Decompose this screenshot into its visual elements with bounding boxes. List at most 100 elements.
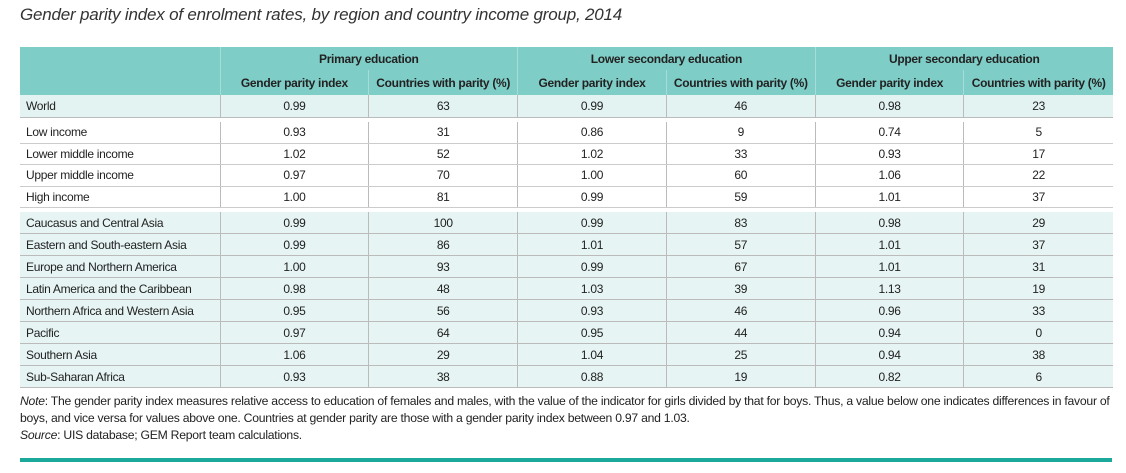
source-paragraph: Source: UIS database; GEM Report team ca… [20,427,1110,444]
gender-parity-index-cell: 1.13 [815,277,965,300]
group-header-lower-secondary: Lower secondary education [517,47,816,70]
countries-with-parity-cell: 46 [666,299,816,322]
countries-with-parity-cell: 67 [666,255,816,278]
column-header: Gender parity index [815,70,965,95]
corner-cell [20,47,221,70]
corner-cell [20,70,221,95]
row-label: Pacific [20,321,221,344]
note-paragraph: Note: The gender parity index measures r… [20,393,1110,427]
countries-with-parity-cell: 60 [666,164,816,187]
gender-parity-index-cell: 1.00 [220,255,370,278]
region-row: Northern Africa and Western Asia 0.95 56 0.… [20,299,1113,322]
source-label: Source [20,428,58,442]
row-spacer [20,117,1113,122]
gender-parity-index-cell: 0.98 [815,212,965,234]
row-label: Latin America and the Caribbean [20,277,221,300]
row-label: World [20,95,221,118]
gender-parity-index-cell: 0.98 [220,277,370,300]
column-header: Countries with parity (%) [963,70,1113,95]
gender-parity-index-cell: 0.99 [220,233,370,256]
gender-parity-index-cell: 1.06 [815,164,965,187]
countries-with-parity-cell: 6 [963,365,1113,388]
row-label: Sub-Saharan Africa [20,365,221,388]
region-row: Sub-Saharan Africa 0.93 38 0.88 19 0.82 6 [20,365,1113,388]
row-label: Caucasus and Central Asia [20,212,221,234]
spacer-cell [20,117,1113,122]
gender-parity-index-cell: 0.93 [517,299,667,322]
row-label: Lower middle income [20,143,221,165]
countries-with-parity-cell: 52 [368,143,519,165]
gender-parity-index-cell: 0.97 [220,321,370,344]
gender-parity-index-cell: 0.95 [517,321,667,344]
gender-parity-index-cell: 1.01 [517,233,667,256]
countries-with-parity-cell: 38 [368,365,519,388]
region-row: Europe and Northern America 1.00 93 0.99 67 1… [20,255,1113,278]
gender-parity-index-cell: 0.99 [517,186,667,208]
region-row: Southern Asia 1.06 29 1.04 25 0.94 38 [20,343,1113,366]
gender-parity-index-cell: 1.03 [517,277,667,300]
note-text: : The gender parity index measures relat… [20,394,1110,425]
gender-parity-index-cell: 0.93 [220,122,370,144]
countries-with-parity-cell: 59 [666,186,816,208]
income-group-row: Lower middle income 1.02 52 1.02 33 0.93 17 [20,143,1113,165]
row-label: Northern Africa and Western Asia [20,299,221,322]
region-row: Eastern and South-eastern Asia 0.99 86 1.01… [20,233,1113,256]
countries-with-parity-cell: 23 [963,95,1113,118]
countries-with-parity-cell: 25 [666,343,816,366]
income-group-row: Upper middle income 0.97 70 1.00 60 1.06 22 [20,164,1113,187]
row-label: Southern Asia [20,343,221,366]
gender-parity-index-cell: 1.01 [815,233,965,256]
countries-with-parity-cell: 33 [666,143,816,165]
sub-header-row: Gender parity index Countries with parit… [20,70,1113,95]
countries-with-parity-cell: 39 [666,277,816,300]
countries-with-parity-cell: 19 [963,277,1113,300]
gender-parity-index-cell: 1.02 [517,143,667,165]
countries-with-parity-cell: 19 [666,365,816,388]
bottom-rule [20,458,1112,462]
countries-with-parity-cell: 57 [666,233,816,256]
table-body: World 0.99 63 0.99 46 0.98 23 Low income 0.93 31 0… [20,95,1113,388]
countries-with-parity-cell: 29 [368,343,519,366]
countries-with-parity-cell: 64 [368,321,519,344]
table-notes: Note: The gender parity index measures r… [20,393,1110,444]
gender-parity-index-cell: 0.99 [517,212,667,234]
world-row: World 0.99 63 0.99 46 0.98 23 [20,95,1113,118]
gender-parity-index-cell: 0.94 [815,321,965,344]
gender-parity-index-cell: 1.00 [220,186,370,208]
income-group-row: High income 1.00 81 0.99 59 1.01 37 [20,186,1113,208]
gender-parity-index-cell: 0.95 [220,299,370,322]
table-title: Gender parity index of enrolment rates, … [20,5,623,24]
column-header: Gender parity index [517,70,667,95]
countries-with-parity-cell: 5 [963,122,1113,144]
gender-parity-index-cell: 1.01 [815,255,965,278]
column-header: Gender parity index [220,70,370,95]
row-spacer [20,207,1113,212]
column-header: Countries with parity (%) [368,70,519,95]
countries-with-parity-cell: 48 [368,277,519,300]
region-row: Caucasus and Central Asia 0.99 100 0.99 83 0.… [20,212,1113,234]
gender-parity-index-cell: 0.82 [815,365,965,388]
countries-with-parity-cell: 31 [963,255,1113,278]
countries-with-parity-cell: 22 [963,164,1113,187]
countries-with-parity-cell: 63 [368,95,519,118]
countries-with-parity-cell: 46 [666,95,816,118]
gender-parity-index-cell: 0.74 [815,122,965,144]
row-label: Low income [20,122,221,144]
group-header-row: Primary education Lower secondary educat… [20,47,1113,70]
countries-with-parity-cell: 0 [963,321,1113,344]
row-label: Europe and Northern America [20,255,221,278]
countries-with-parity-cell: 81 [368,186,519,208]
column-header: Countries with parity (%) [666,70,816,95]
gender-parity-index-cell: 0.99 [220,95,370,118]
countries-with-parity-cell: 44 [666,321,816,344]
gender-parity-index-cell: 0.93 [220,365,370,388]
gender-parity-index-cell: 0.97 [220,164,370,187]
region-row: Latin America and the Caribbean 0.98 48 1.0… [20,277,1113,300]
gender-parity-index-cell: 0.98 [815,95,965,118]
countries-with-parity-cell: 86 [368,233,519,256]
countries-with-parity-cell: 70 [368,164,519,187]
countries-with-parity-cell: 9 [666,122,816,144]
gender-parity-table: Primary education Lower secondary educat… [20,47,1113,388]
countries-with-parity-cell: 33 [963,299,1113,322]
countries-with-parity-cell: 38 [963,343,1113,366]
